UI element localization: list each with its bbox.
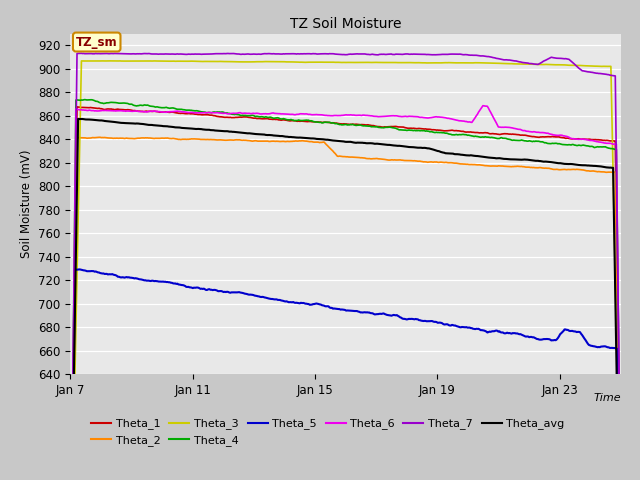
Y-axis label: Soil Moisture (mV): Soil Moisture (mV) (20, 150, 33, 258)
Text: TZ_sm: TZ_sm (76, 36, 118, 48)
Text: Time: Time (593, 393, 621, 403)
Legend: Theta_1, Theta_2, Theta_3, Theta_4, Theta_5, Theta_6, Theta_7, Theta_avg: Theta_1, Theta_2, Theta_3, Theta_4, Thet… (87, 414, 569, 450)
Title: TZ Soil Moisture: TZ Soil Moisture (290, 17, 401, 31)
